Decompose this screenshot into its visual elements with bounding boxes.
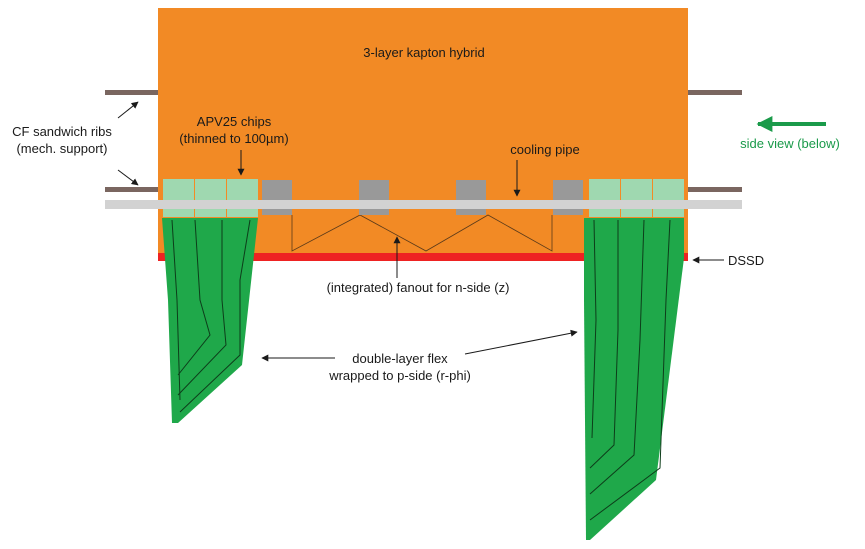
connector-2 bbox=[359, 180, 389, 215]
label-fanout: (integrated) fanout for n-side (z) bbox=[327, 280, 510, 295]
rib-upper-right bbox=[687, 90, 742, 95]
arrow-ribs-lower bbox=[117, 169, 139, 186]
connector-3 bbox=[456, 180, 486, 215]
rib-upper-left bbox=[105, 90, 160, 95]
label-flex-line2: wrapped to p-side (r-phi) bbox=[328, 368, 471, 383]
connector-1 bbox=[262, 180, 292, 215]
label-cooling: cooling pipe bbox=[510, 142, 579, 157]
dssd-sensor bbox=[158, 253, 688, 261]
connector-4 bbox=[553, 180, 583, 215]
label-apv-line2: (thinned to 100µm) bbox=[179, 131, 288, 146]
apv25-chips-right bbox=[589, 179, 684, 217]
label-apv-line1: APV25 chips bbox=[197, 114, 272, 129]
rib-lower-right bbox=[687, 187, 742, 192]
rib-lower-left bbox=[105, 187, 160, 192]
fanout-lines bbox=[291, 214, 553, 252]
label-flex-line1: double-layer flex bbox=[352, 351, 448, 366]
label-side-view: side view (below) bbox=[740, 136, 840, 151]
arrow-flex-right bbox=[464, 329, 578, 355]
label-ribs-line1: CF sandwich ribs bbox=[12, 124, 112, 139]
apv25-chips-left bbox=[163, 179, 258, 217]
arrow-ribs-upper bbox=[117, 101, 139, 119]
cooling-pipe bbox=[105, 200, 742, 209]
flex-right bbox=[584, 218, 684, 540]
label-dssd: DSSD bbox=[728, 253, 764, 268]
label-ribs-line2: (mech. support) bbox=[16, 141, 107, 156]
flex-left bbox=[162, 218, 258, 423]
label-hybrid: 3-layer kapton hybrid bbox=[363, 45, 484, 60]
